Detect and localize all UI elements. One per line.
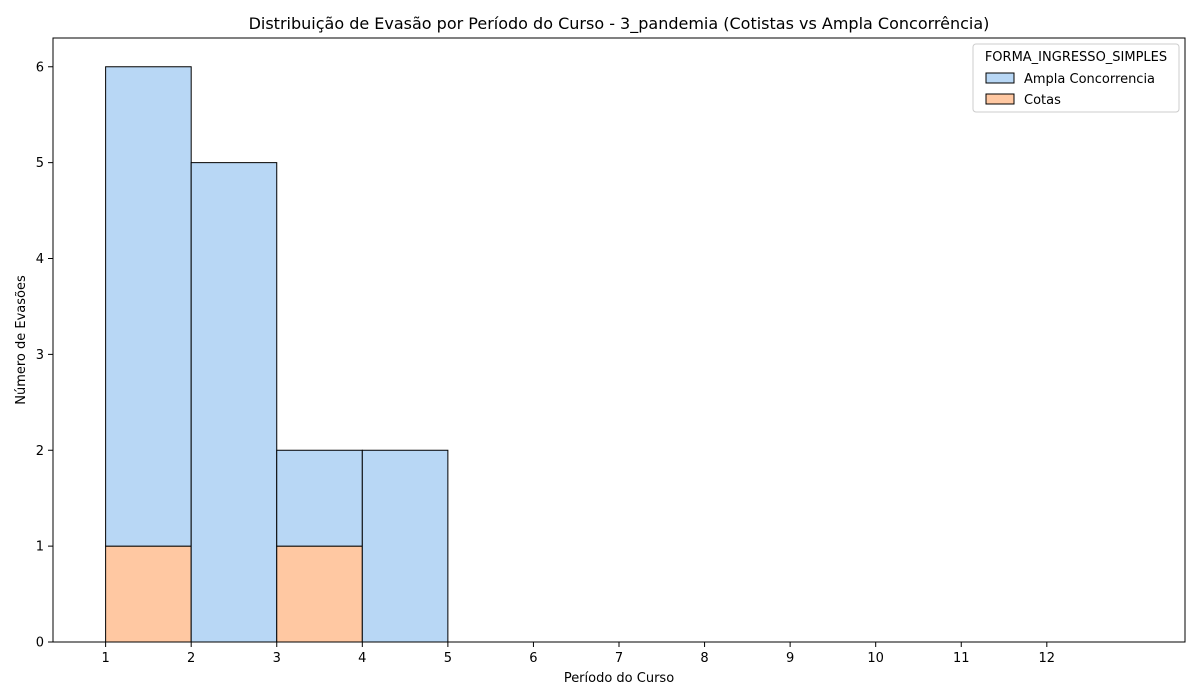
x-tick-label: 10 [867,651,884,666]
y-axis: 0 1 2 3 4 5 6 [36,60,53,651]
legend-label-ampla-concorrencia: Ampla Concorrencia [1024,72,1155,87]
y-tick-label: 2 [36,444,44,459]
bar-ampla-concorrencia-bin-4 [361,449,449,643]
bar-ampla-concorrencia-bin-1 [105,66,192,547]
x-tick-label: 4 [358,651,366,666]
y-axis-label: Número de Evasões [14,275,29,405]
y-tick-label: 0 [36,636,44,651]
legend-swatch-ampla-concorrencia [985,72,1015,84]
x-tick-label: 1 [101,651,109,666]
bar-cotas-bin-1 [105,545,192,643]
x-tick-label: 11 [953,651,970,666]
x-tick-label: 8 [700,651,708,666]
bars-layer [105,66,449,643]
x-tick-label: 12 [1039,651,1056,666]
x-tick-label: 2 [187,651,195,666]
bar-ampla-concorrencia-bin-3 [276,449,363,547]
y-tick-label: 1 [36,540,44,555]
y-tick-label: 6 [36,60,44,75]
legend-title: FORMA_INGRESSO_SIMPLES [985,50,1167,65]
x-tick-label: 9 [786,651,794,666]
bar-cotas-bin-3 [276,545,363,643]
legend-label-cotas: Cotas [1024,93,1061,108]
x-axis-label: Período do Curso [564,671,674,686]
x-tick-label: 3 [273,651,281,666]
x-tick-label: 6 [529,651,537,666]
x-tick-label: 7 [615,651,623,666]
y-tick-label: 4 [36,252,44,267]
legend-swatch-cotas [985,93,1015,105]
x-axis: 1 2 3 4 5 6 7 8 9 10 11 12 [101,642,1055,666]
chart-title: Distribuição de Evasão por Período do Cu… [249,14,990,34]
y-tick-label: 3 [36,348,44,363]
legend: FORMA_INGRESSO_SIMPLES Ampla Concorrencia… [972,43,1180,113]
y-tick-label: 5 [36,156,44,171]
legend-box [972,43,1180,113]
bar-ampla-concorrencia-bin-2 [190,162,278,643]
x-tick-label: 5 [444,651,452,666]
